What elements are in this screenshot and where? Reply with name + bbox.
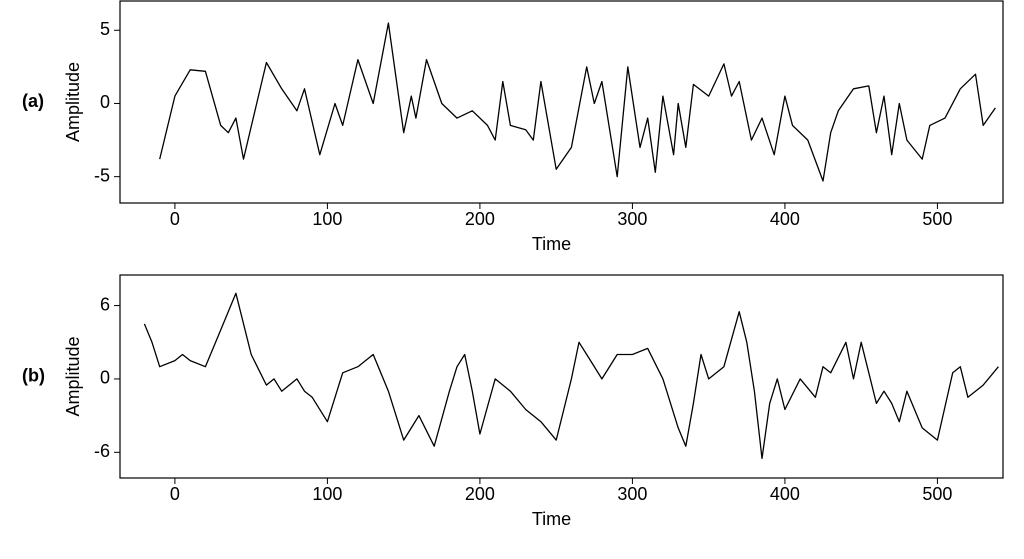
- plot-frame: [119, 0, 1004, 204]
- plot-frame: [119, 274, 1004, 479]
- y-tick-label: 5: [100, 19, 110, 39]
- y-axis-label: Amplitude: [63, 62, 83, 142]
- x-tick-label: 0: [170, 484, 180, 504]
- x-axis-label: Time: [532, 234, 571, 254]
- y-tick-label: -5: [94, 165, 110, 185]
- x-tick-label: 500: [922, 209, 952, 229]
- y-tick-label: -6: [94, 441, 110, 461]
- panel-label: (a): [22, 91, 44, 111]
- x-tick-label: 100: [312, 484, 342, 504]
- x-tick-label: 200: [465, 209, 495, 229]
- x-tick-label: 200: [465, 484, 495, 504]
- x-tick-label: 300: [617, 209, 647, 229]
- data-line: [143, 292, 999, 460]
- y-tick-label: 0: [100, 368, 110, 388]
- data-line: [159, 22, 996, 182]
- panel-label: (b): [22, 365, 45, 385]
- y-tick-label: 0: [100, 92, 110, 112]
- x-axis-label: Time: [532, 509, 571, 529]
- y-tick-label: 6: [100, 294, 110, 314]
- x-tick-label: 0: [170, 209, 180, 229]
- x-tick-label: 500: [922, 484, 952, 504]
- x-tick-label: 100: [312, 209, 342, 229]
- x-tick-label: 300: [617, 484, 647, 504]
- x-tick-label: 400: [770, 209, 800, 229]
- y-axis-label: Amplitude: [63, 336, 83, 416]
- x-tick-label: 400: [770, 484, 800, 504]
